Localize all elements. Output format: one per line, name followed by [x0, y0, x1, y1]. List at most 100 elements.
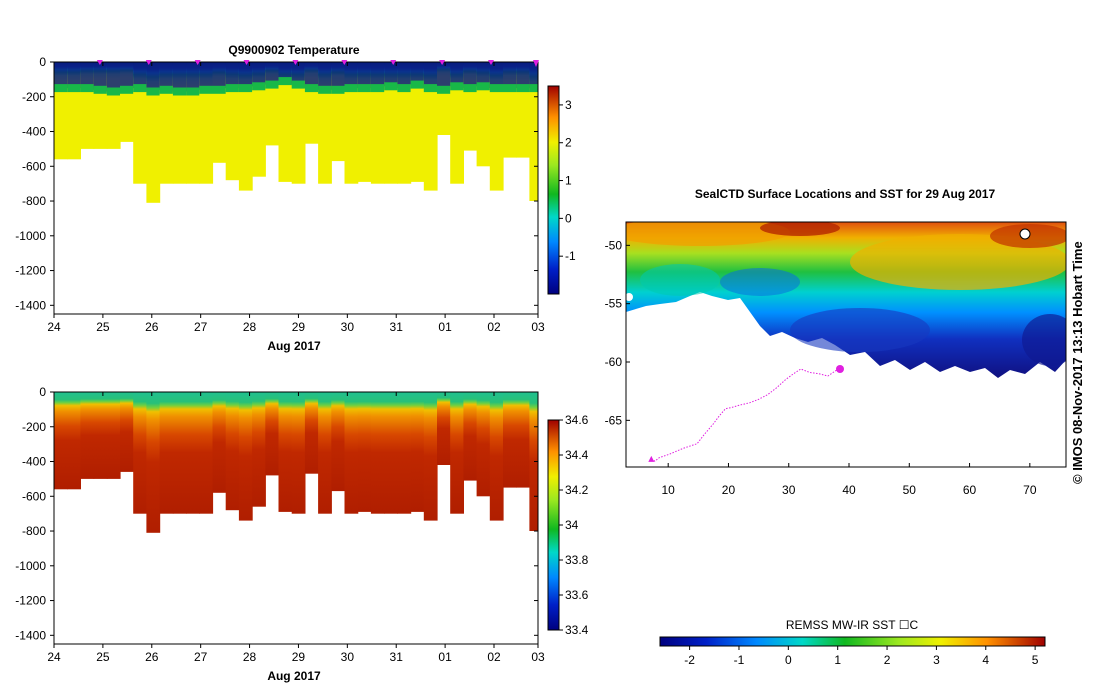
y-tick-label: -400	[22, 455, 46, 469]
surface-cold-layer	[503, 62, 517, 89]
x-tick-label: 02	[487, 650, 501, 664]
map-y-tick-label: -55	[605, 297, 623, 311]
surface-cold-layer	[159, 62, 174, 90]
sst-map-panel: SealCTD Surface Locations and SST for 29…	[605, 187, 1067, 667]
profile-column	[331, 392, 346, 492]
temperature-y-axis: 0 -200 -400 -600 -800 -1000 -1200 -1400	[15, 55, 538, 312]
y-tick-label: -800	[22, 194, 46, 208]
temperature-colorbar-ticks: 3 2 1 0 -1	[559, 98, 576, 263]
surface-cold-layer	[291, 62, 306, 85]
thermocline-band	[423, 84, 438, 93]
colorbar-tick-label: 34	[565, 518, 579, 532]
profile-column	[397, 62, 412, 184]
y-tick-label: -600	[22, 489, 46, 503]
surface-cold-layer	[437, 62, 451, 90]
y-tick-label: -200	[22, 420, 46, 434]
surface-cold-layer	[172, 62, 187, 92]
thermocline-band	[370, 84, 385, 93]
colorbar-tick-label: 1	[565, 174, 572, 188]
sst-map-y-axis: -50 -55 -60 -65	[605, 238, 630, 427]
y-tick-label: -800	[22, 524, 46, 538]
profile-column	[370, 392, 385, 514]
y-tick-label: -1200	[15, 594, 46, 608]
seal-track-line	[651, 368, 839, 462]
sst-hot-patch	[760, 222, 840, 236]
seal-track-start-marker	[648, 455, 655, 462]
temperature-title: Q9900902 Temperature	[228, 43, 360, 57]
map-x-tick-label: 10	[662, 483, 676, 497]
thermocline-band	[304, 84, 319, 93]
salinity-profiles	[54, 392, 538, 533]
profile-column	[186, 392, 200, 514]
temperature-surface-markers	[96, 60, 539, 67]
y-tick-label: -1000	[15, 229, 46, 243]
temperature-profiles	[54, 62, 538, 203]
x-tick-label: 24	[47, 320, 61, 334]
profile-column	[252, 392, 266, 507]
profile-column	[265, 392, 280, 476]
profile-column	[489, 392, 504, 521]
surface-cold-layer	[357, 62, 372, 89]
profile-column	[489, 62, 504, 191]
profile-column	[318, 392, 332, 514]
thermocline-band	[357, 84, 372, 93]
surface-position-marker	[243, 60, 250, 65]
thermocline-band	[212, 85, 227, 94]
y-tick-label: -1400	[15, 628, 46, 642]
x-tick-label: 27	[194, 320, 208, 334]
profile-column	[304, 392, 319, 474]
sst-colorbar	[659, 636, 1046, 647]
thermocline-band	[146, 87, 161, 96]
surface-cold-layer	[212, 62, 227, 90]
thermocline-band	[67, 84, 81, 93]
thermocline-band	[450, 82, 464, 91]
profile-column	[384, 62, 398, 184]
surface-cold-layer	[238, 62, 253, 89]
sst-field	[626, 222, 1066, 467]
profile-column	[503, 392, 517, 488]
salinity-plot-frame	[53, 391, 539, 645]
profile-column	[238, 62, 253, 191]
surface-cold-layer	[331, 62, 346, 90]
x-tick-label: 24	[47, 650, 61, 664]
ice-edge-spot	[626, 293, 633, 301]
y-tick-label: 0	[39, 385, 46, 399]
y-tick-label: 0	[39, 55, 46, 69]
surface-position-marker	[194, 60, 201, 65]
sst-warm-patch	[626, 222, 790, 246]
thermocline-band	[503, 84, 517, 93]
sst-colorbar-ticks: -2 -1 0 1 2 3 4 5	[684, 646, 1039, 667]
sst-cool-patch	[640, 264, 720, 296]
colorbar-tick-label: 3	[565, 98, 572, 112]
colorbar-tick-label: 33.8	[565, 553, 589, 567]
thermocline-band	[410, 80, 425, 89]
imos-timestamp: © IMOS 08-Nov-2017 13:13 Hobart Time	[1070, 241, 1085, 484]
x-tick-label: 31	[390, 320, 404, 334]
surface-position-marker	[292, 60, 299, 65]
sst-map-title: SealCTD Surface Locations and SST for 29…	[695, 187, 996, 201]
thermocline-band	[265, 80, 280, 89]
surface-cold-layer	[516, 62, 530, 89]
salinity-x-label: Aug 2017	[267, 669, 321, 683]
surface-cold-layer	[476, 62, 491, 87]
profile-column	[476, 392, 491, 497]
map-x-tick-label: 70	[1023, 483, 1037, 497]
map-y-tick-label: -65	[605, 413, 623, 427]
map-x-tick-label: 30	[782, 483, 796, 497]
sst-colorbar-tick-label: 4	[982, 653, 989, 667]
sst-warm-patch	[850, 234, 1066, 290]
salinity-colorbar-ticks: 34.6 34.4 34.2 34 33.8 33.6 33.4	[559, 413, 589, 637]
profile-column	[133, 392, 147, 514]
profile-column	[278, 62, 293, 182]
thermocline-band	[384, 82, 398, 91]
surface-cold-layer	[120, 62, 134, 90]
x-tick-label: 30	[341, 320, 355, 334]
x-tick-label: 02	[487, 320, 501, 334]
sst-colorbar-tick-label: 2	[884, 653, 891, 667]
x-tick-label: 26	[145, 320, 159, 334]
profile-column	[423, 392, 438, 521]
profile-column	[172, 392, 187, 514]
thermocline-band	[159, 85, 174, 94]
surface-position-marker	[488, 60, 494, 65]
